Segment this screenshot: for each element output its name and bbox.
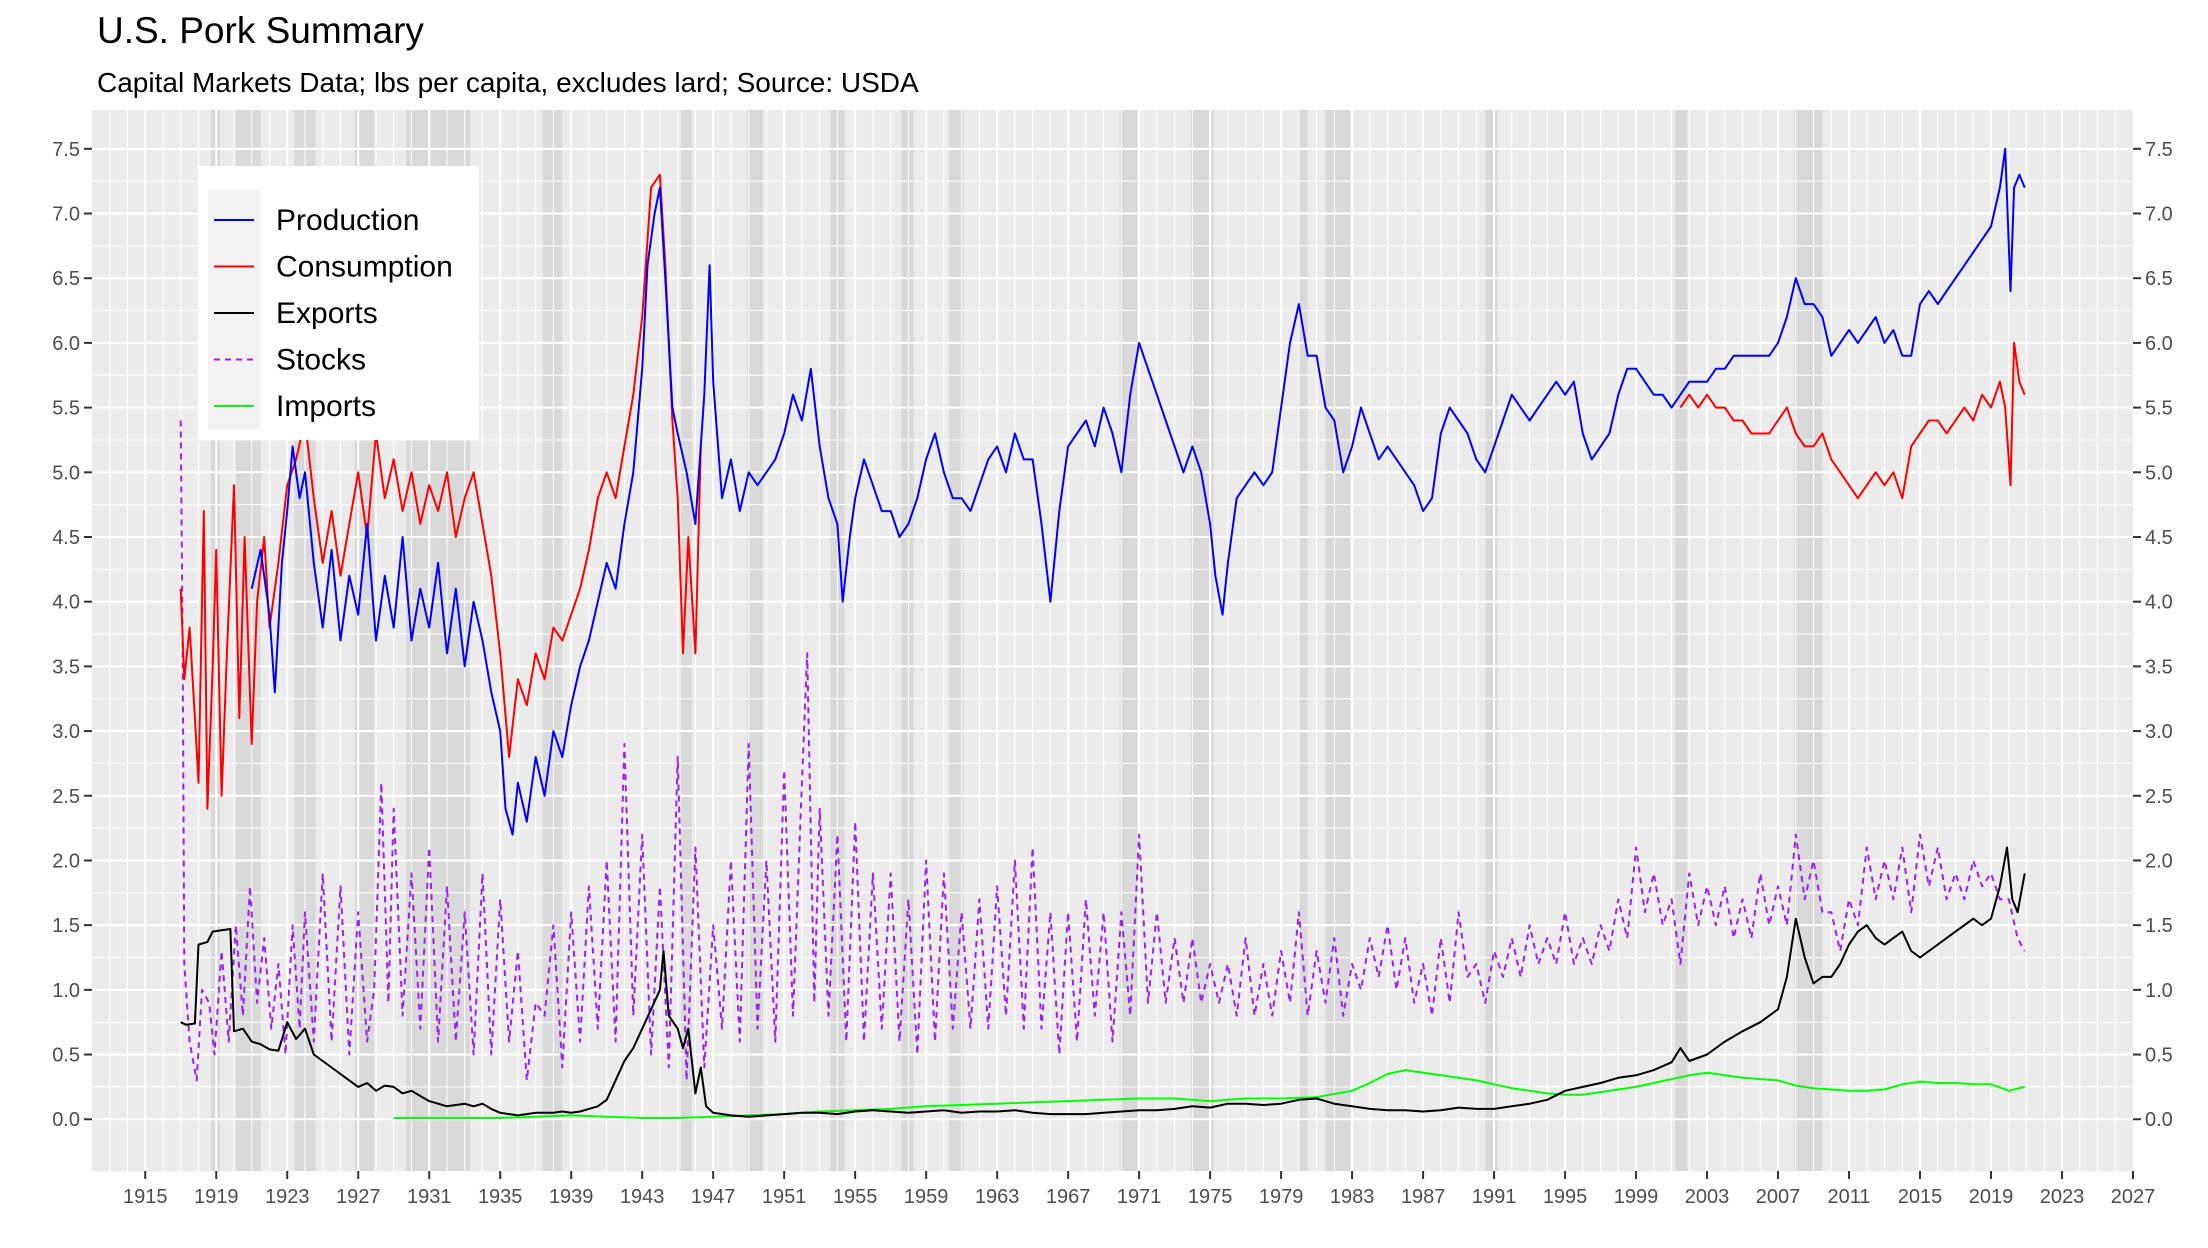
legend-label-production: Production: [276, 204, 419, 237]
series-line-consumption: [179, 173, 702, 810]
y-tick-label-left-11: 5.5: [52, 398, 80, 420]
y-tick-label-left-14: 7.0: [52, 204, 80, 226]
y-tick-label-left-4: 2.0: [52, 850, 80, 872]
x-tick-label-18: 1987: [1401, 1186, 1446, 1208]
y-tick-label-right-1: 0.5: [2145, 1045, 2173, 1067]
x-tick-label-27: 2023: [2040, 1186, 2085, 1208]
y-tick-label-right-5: 2.5: [2145, 786, 2173, 808]
y-tick-label-left-15: 7.5: [52, 139, 80, 161]
y-tick-label-right-12: 6.0: [2145, 333, 2173, 355]
y-tick-label-right-0: 0.0: [2145, 1109, 2173, 1131]
x-tick-label-5: 1935: [478, 1186, 523, 1208]
shaded-period-7: [746, 110, 763, 1171]
x-tick-label-10: 1955: [833, 1186, 878, 1208]
legend-label-imports: Imports: [276, 390, 376, 423]
y-tick-label-left-2: 1.0: [52, 980, 80, 1002]
legend-label-exports: Exports: [276, 297, 378, 330]
y-tick-label-right-8: 4.0: [2145, 592, 2173, 614]
y-tick-label-left-6: 3.0: [52, 721, 80, 743]
series-lines: [179, 147, 2026, 1119]
shaded-period-16: [1675, 110, 1688, 1171]
y-tick-label-right-14: 7.0: [2145, 204, 2173, 226]
y-tick-label-left-8: 4.0: [52, 592, 80, 614]
y-tick-label-right-10: 5.0: [2145, 462, 2173, 484]
y-tick-label-left-3: 1.5: [52, 915, 80, 937]
legend-label-consumption: Consumption: [276, 251, 453, 284]
x-tick-label-11: 1959: [904, 1186, 949, 1208]
x-tick-label-4: 1931: [407, 1186, 452, 1208]
series-line-consumption-continued: [1679, 341, 2026, 500]
x-tick-label-23: 2007: [1756, 1186, 1801, 1208]
shaded-period-14: [1325, 110, 1351, 1171]
x-tick-label-1: 1919: [194, 1186, 239, 1208]
y-tick-label-left-10: 5.0: [52, 462, 80, 484]
x-tick-label-13: 1967: [1046, 1186, 1091, 1208]
x-tick-label-24: 2011: [1828, 1186, 1871, 1208]
legend-label-stocks: Stocks: [276, 344, 366, 377]
y-tick-label-left-1: 0.5: [52, 1045, 80, 1067]
x-tick-label-6: 1939: [549, 1186, 594, 1208]
x-tick-label-12: 1963: [975, 1186, 1020, 1208]
y-tick-label-right-15: 7.5: [2145, 139, 2173, 161]
y-tick-label-right-7: 3.5: [2145, 656, 2173, 678]
y-tick-label-left-13: 6.5: [52, 268, 80, 290]
x-tick-label-14: 1971: [1117, 1186, 1162, 1208]
x-tick-label-19: 1991: [1472, 1186, 1517, 1208]
y-tick-label-left-12: 6.0: [52, 333, 80, 355]
shaded-period-13: [1298, 110, 1308, 1171]
x-tick-label-16: 1979: [1259, 1186, 1304, 1208]
y-tick-label-left-0: 0.0: [52, 1109, 80, 1131]
x-tick-label-8: 1947: [691, 1186, 736, 1208]
y-tick-label-left-7: 3.5: [52, 656, 80, 678]
series-line-stocks: [179, 420, 2026, 1082]
shaded-period-9: [901, 110, 914, 1171]
shaded-period-15: [1485, 110, 1498, 1171]
x-tick-label-28: 2027: [2111, 1186, 2156, 1208]
x-tick-label-15: 1975: [1188, 1186, 1233, 1208]
x-tick-label-7: 1943: [620, 1186, 665, 1208]
x-tick-label-25: 2015: [1898, 1186, 1943, 1208]
y-tick-label-right-11: 5.5: [2145, 398, 2173, 420]
chart-subtitle: Capital Markets Data; lbs per capita, ex…: [97, 67, 919, 98]
x-tick-label-2: 1923: [265, 1186, 310, 1208]
x-tick-label-22: 2003: [1685, 1186, 1730, 1208]
legend-key-background: [208, 190, 260, 430]
y-tick-label-right-13: 6.5: [2145, 268, 2173, 290]
x-tick-label-3: 1927: [336, 1186, 381, 1208]
series-line-production: [250, 147, 2026, 836]
y-tick-label-right-4: 2.0: [2145, 850, 2173, 872]
y-tick-label-left-9: 4.5: [52, 527, 80, 549]
chart-title: U.S. Pork Summary: [97, 10, 424, 51]
shaded-period-11: [1119, 110, 1138, 1171]
series-line-exports: [180, 846, 2026, 1118]
x-tick-label-26: 2019: [1969, 1186, 2014, 1208]
x-tick-label-20: 1995: [1543, 1186, 1588, 1208]
x-tick-label-17: 1983: [1330, 1186, 1375, 1208]
axes: 1915 1919 1923 1927 1931 1935 1939 1943 1947 1951…: [52, 139, 2173, 1208]
x-tick-label-21: 1999: [1614, 1186, 1659, 1208]
y-tick-label-right-2: 1.0: [2145, 980, 2173, 1002]
shaded-period-6: [681, 110, 692, 1171]
y-tick-label-right-6: 3.0: [2145, 721, 2173, 743]
y-tick-label-right-3: 1.5: [2145, 915, 2173, 937]
y-tick-label-right-9: 4.5: [2145, 527, 2173, 549]
shaded-period-17: [1794, 110, 1823, 1171]
x-tick-label-9: 1951: [762, 1186, 807, 1208]
legend: Production Consumption Exports Stocks Import…: [198, 166, 479, 440]
x-tick-label-0: 1915: [123, 1186, 168, 1208]
y-tick-label-left-5: 2.5: [52, 786, 80, 808]
